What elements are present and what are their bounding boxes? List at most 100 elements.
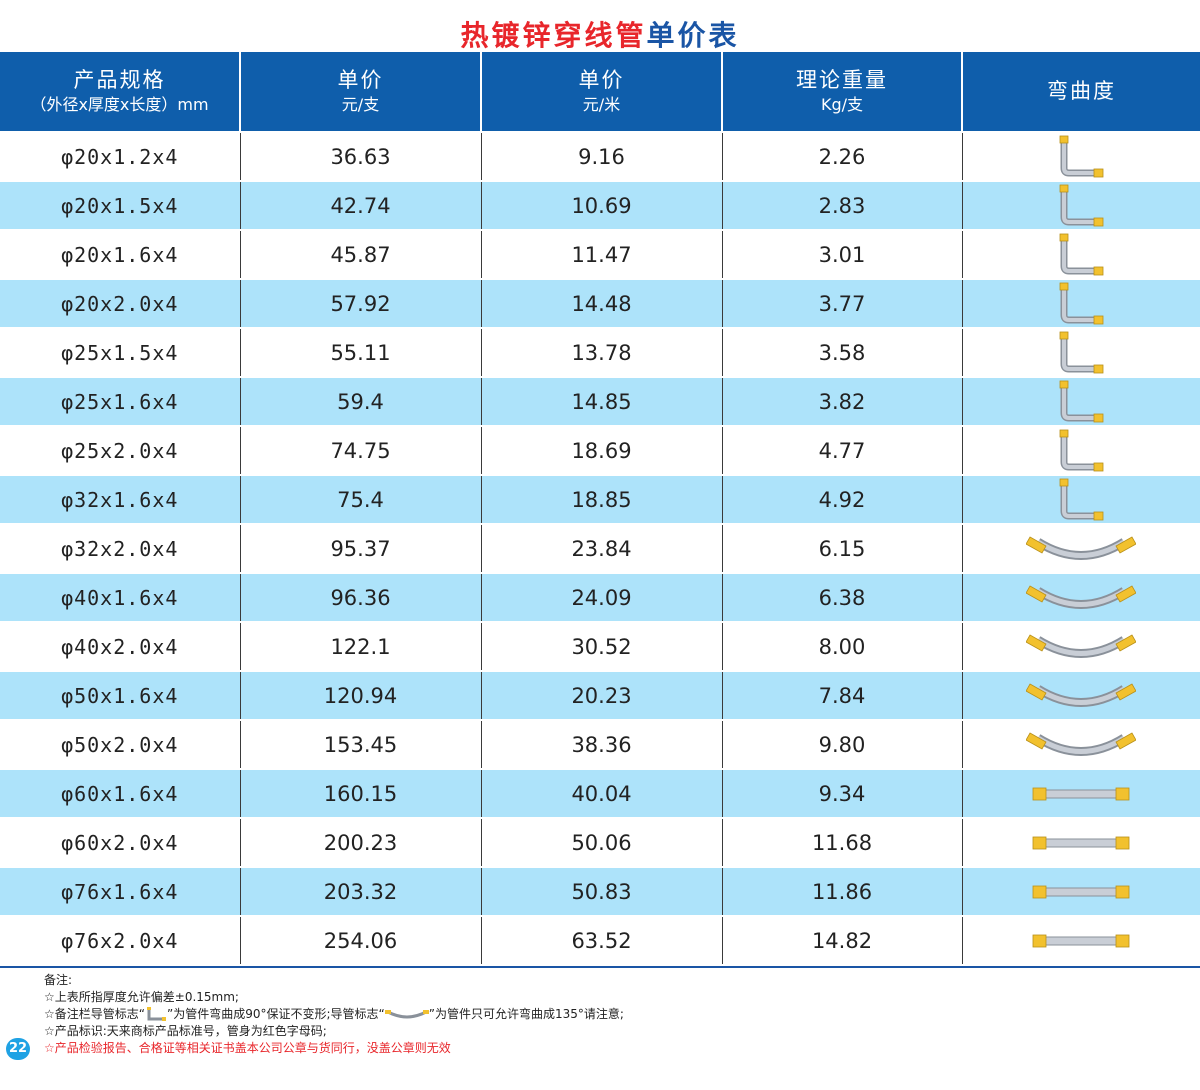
table-row: φ20x1.2x4 36.63 9.16 2.26 (0, 132, 1200, 182)
price-piece-cell: 96.36 (240, 573, 482, 623)
table-row: φ60x2.0x4 200.23 50.06 11.68 (0, 818, 1200, 868)
weight-cell: 14.82 (722, 916, 963, 966)
weight-cell: 3.58 (722, 328, 963, 378)
header-row: 产品规格 （外径x厚度x长度）mm 单价 元/支 单价 元/米 理论重量 Kg/支 弯曲… (0, 52, 1200, 133)
header-price-piece-title: 单价 (337, 68, 384, 92)
price-meter-cell: 50.06 (481, 818, 723, 868)
weight-cell: 3.01 (722, 230, 963, 280)
table-row: φ25x2.0x4 74.75 18.69 4.77 (0, 426, 1200, 476)
note-bend-mark-tail: ”为管件只可允许弯曲成135°请注意; (428, 1007, 624, 1021)
price-piece-cell: 36.63 (240, 132, 482, 182)
straight-pipe-icon (963, 819, 1200, 866)
spec-cell: φ20x1.6x4 (0, 230, 241, 280)
mini-135-degree-bend-icon (384, 1007, 429, 1021)
price-piece-cell: 122.1 (240, 622, 482, 672)
weight-cell: 2.26 (722, 132, 963, 182)
bend-cell (962, 230, 1200, 280)
table-row: φ50x2.0x4 153.45 38.36 9.80 (0, 720, 1200, 770)
bend-cell (962, 279, 1200, 329)
weight-cell: 7.84 (722, 671, 963, 721)
price-meter-cell: 20.23 (481, 671, 723, 721)
price-meter-cell: 30.52 (481, 622, 723, 672)
header-price-piece: 单价元/支 (240, 52, 482, 133)
table-row: φ76x2.0x4 254.06 63.52 14.82 (0, 916, 1200, 966)
price-piece-cell: 74.75 (240, 426, 482, 476)
90-degree-bend-icon (963, 133, 1200, 180)
weight-cell: 11.86 (722, 867, 963, 917)
header-weight-title: 理论重量 (796, 68, 888, 92)
bend-cell (962, 328, 1200, 378)
title-part-red: 热镀锌穿线管 (460, 19, 647, 52)
weight-cell: 4.77 (722, 426, 963, 476)
price-piece-cell: 57.92 (240, 279, 482, 329)
135-degree-bend-icon (963, 525, 1200, 572)
header-price-meter-title: 单价 (578, 68, 625, 92)
note-bend-mark-lead: ☆备注栏导管标志“ (44, 1007, 145, 1021)
bend-cell (962, 524, 1200, 574)
90-degree-bend-icon (963, 231, 1200, 278)
price-piece-cell: 55.11 (240, 328, 482, 378)
spec-cell: φ76x2.0x4 (0, 916, 241, 966)
spec-cell: φ20x1.2x4 (0, 132, 241, 182)
price-piece-cell: 75.4 (240, 475, 482, 525)
weight-cell: 9.34 (722, 769, 963, 819)
header-price-meter-unit: 元/米 (582, 95, 621, 114)
price-piece-cell: 203.32 (240, 867, 482, 917)
price-meter-cell: 11.47 (481, 230, 723, 280)
table-row: φ32x2.0x4 95.37 23.84 6.15 (0, 524, 1200, 574)
note-bend-marks: ☆备注栏导管标志“ ”为管件弯曲成90°保证不变形;导管标志“ ”为管件只可允许弯曲… (44, 1006, 1144, 1023)
spec-cell: φ50x2.0x4 (0, 720, 241, 770)
135-degree-bend-icon (963, 574, 1200, 621)
table-bottom-rule (0, 966, 1200, 968)
spec-cell: φ40x1.6x4 (0, 573, 241, 623)
header-price-meter: 单价元/米 (481, 52, 723, 133)
header-price-piece-unit: 元/支 (341, 95, 380, 114)
bend-cell (962, 426, 1200, 476)
notes: 备注: ☆上表所指厚度允许偏差±0.15mm; ☆备注栏导管标志“ ”为管件弯曲成… (44, 972, 1144, 1057)
spec-cell: φ20x1.5x4 (0, 181, 241, 231)
price-table: 产品规格 （外径x厚度x长度）mm 单价 元/支 单价 元/米 理论重量 Kg/支 弯曲… (0, 52, 1200, 966)
weight-cell: 3.77 (722, 279, 963, 329)
bend-cell (962, 181, 1200, 231)
price-piece-cell: 160.15 (240, 769, 482, 819)
90-degree-bend-icon (963, 378, 1200, 425)
spec-cell: φ25x1.5x4 (0, 328, 241, 378)
135-degree-bend-icon (963, 623, 1200, 670)
spec-cell: φ25x1.6x4 (0, 377, 241, 427)
weight-cell: 6.15 (722, 524, 963, 574)
header-bend-title: 弯曲度 (1047, 79, 1116, 103)
table-header: 产品规格 （外径x厚度x长度）mm 单价 元/支 单价 元/米 理论重量 Kg/支 弯曲… (0, 52, 1200, 133)
135-degree-bend-icon (963, 672, 1200, 719)
page-title: 热镀锌穿线管单价表 (0, 14, 1200, 54)
price-piece-cell: 200.23 (240, 818, 482, 868)
price-piece-cell: 45.87 (240, 230, 482, 280)
bend-cell (962, 671, 1200, 721)
mini-90-degree-bend-icon (145, 1006, 167, 1021)
90-degree-bend-icon (963, 427, 1200, 474)
spec-cell: φ20x2.0x4 (0, 279, 241, 329)
table-row: φ20x2.0x4 57.92 14.48 3.77 (0, 279, 1200, 329)
price-piece-cell: 153.45 (240, 720, 482, 770)
spec-cell: φ60x2.0x4 (0, 818, 241, 868)
price-meter-cell: 38.36 (481, 720, 723, 770)
table-row: φ25x1.6x4 59.4 14.85 3.82 (0, 377, 1200, 427)
price-meter-cell: 13.78 (481, 328, 723, 378)
90-degree-bend-icon (963, 329, 1200, 376)
spec-cell: φ32x1.6x4 (0, 475, 241, 525)
135-degree-bend-icon (963, 721, 1200, 768)
bend-cell (962, 867, 1200, 917)
weight-cell: 4.92 (722, 475, 963, 525)
bend-cell (962, 818, 1200, 868)
price-piece-cell: 59.4 (240, 377, 482, 427)
price-meter-cell: 24.09 (481, 573, 723, 623)
note-certificate: ☆产品检验报告、合格证等相关证书盖本公司公章与货同行，没盖公章则无效 (44, 1041, 451, 1055)
table-row: φ40x1.6x4 96.36 24.09 6.38 (0, 573, 1200, 623)
bend-cell (962, 769, 1200, 819)
note-product-mark: ☆产品标识:天来商标产品标准号，管身为红色字母码; (44, 1024, 327, 1038)
title-part-blue: 单价表 (646, 19, 740, 52)
table-row: φ32x1.6x4 75.4 18.85 4.92 (0, 475, 1200, 525)
spec-cell: φ60x1.6x4 (0, 769, 241, 819)
90-degree-bend-icon (963, 476, 1200, 523)
table-row: φ20x1.5x4 42.74 10.69 2.83 (0, 181, 1200, 231)
table-row: φ76x1.6x4 203.32 50.83 11.86 (0, 867, 1200, 917)
